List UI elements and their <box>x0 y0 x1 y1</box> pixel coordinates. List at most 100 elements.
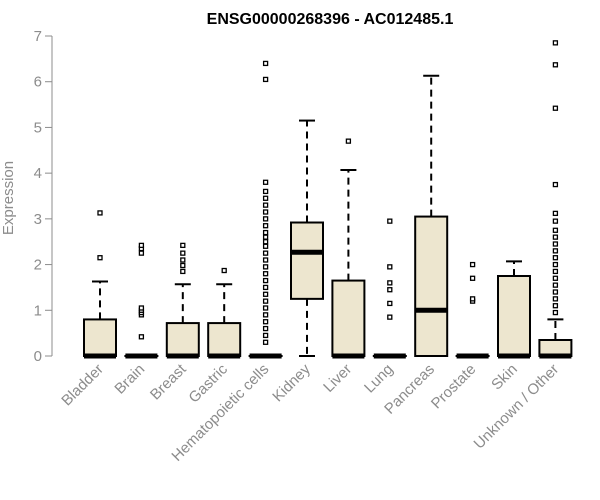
outlier-point <box>469 275 476 281</box>
outlier-point <box>387 287 393 293</box>
outlier-point <box>262 209 269 215</box>
outlier-point <box>262 202 269 208</box>
outlier-point <box>345 138 352 144</box>
outlier-point <box>262 216 269 222</box>
x-tick-label: Kidney <box>269 360 314 405</box>
box-group <box>290 119 324 357</box>
outlier-point <box>180 268 186 275</box>
outlier-point <box>552 234 559 240</box>
outlier-point <box>262 188 269 195</box>
outlier-point <box>262 339 269 345</box>
y-tick-label: 6 <box>34 74 42 91</box>
outlier-point <box>138 305 145 311</box>
outlier-point <box>180 250 186 256</box>
outlier-point <box>262 195 269 201</box>
outlier-point <box>552 218 559 224</box>
box-group <box>165 242 200 359</box>
x-tick-label: Lung <box>361 361 397 397</box>
outlier-point <box>262 179 269 185</box>
outlier-point <box>262 325 269 332</box>
outlier-point <box>552 275 559 281</box>
outlier-point <box>262 291 269 297</box>
outlier-point <box>262 60 269 67</box>
outlier-point <box>469 296 476 302</box>
y-tick-label: 5 <box>34 119 42 136</box>
box <box>414 215 449 357</box>
outlier-point <box>138 334 145 340</box>
x-tick-label: Bladder <box>58 361 107 410</box>
outlier-point <box>221 267 227 274</box>
outlier-point <box>552 268 559 275</box>
plot-area <box>83 40 573 359</box>
outlier-point <box>387 218 393 224</box>
outlier-point <box>97 255 103 261</box>
outlier-point <box>138 242 145 249</box>
box-group <box>248 60 283 359</box>
chart-title: ENSG00000268396 - AC012485.1 <box>207 11 454 28</box>
outlier-point <box>262 319 269 325</box>
outlier-point <box>262 264 269 270</box>
x-tick-label: Skin <box>488 361 521 394</box>
outlier-point <box>552 241 559 247</box>
outlier-point <box>262 332 269 339</box>
outlier-point <box>262 76 269 83</box>
outlier-point <box>262 250 269 256</box>
y-axis: 0 1 2 3 4 5 6 7 <box>34 28 53 365</box>
box <box>331 279 366 358</box>
box-group <box>497 260 531 359</box>
y-tick-label: 2 <box>34 257 42 274</box>
x-tick-label: Liver <box>320 361 355 396</box>
outlier-point <box>552 248 559 254</box>
box-group <box>455 261 490 359</box>
outlier-point <box>97 210 103 216</box>
outlier-point <box>469 261 476 268</box>
y-tick-label: 0 <box>34 348 42 365</box>
box-group <box>372 218 407 359</box>
outlier-point <box>552 40 559 46</box>
outlier-point <box>262 257 269 263</box>
outlier-point <box>262 284 269 291</box>
outlier-point <box>552 303 559 309</box>
box-group <box>331 138 366 359</box>
box <box>497 275 531 357</box>
outlier-point <box>138 250 145 256</box>
x-tick-label: Breast <box>147 360 190 403</box>
outlier-point <box>262 239 269 245</box>
box <box>165 322 200 358</box>
outlier-point <box>552 296 559 302</box>
outlier-point <box>552 255 559 261</box>
x-tick-label: Brain <box>111 361 148 398</box>
box-group <box>207 267 242 359</box>
outlier-point <box>262 312 269 318</box>
y-axis-title: Expression <box>0 161 17 235</box>
outlier-point <box>180 262 186 269</box>
outlier-point <box>552 62 559 68</box>
outlier-point <box>180 257 186 263</box>
y-tick-label: 3 <box>34 211 42 228</box>
outlier-point <box>552 289 559 295</box>
y-tick-label: 1 <box>34 302 42 319</box>
outlier-point <box>552 181 559 188</box>
outlier-point <box>262 305 269 311</box>
outlier-point <box>262 234 269 240</box>
outlier-point <box>552 105 559 111</box>
outlier-point <box>552 261 559 268</box>
y-tick-label: 4 <box>34 165 42 182</box>
y-tick-label: 7 <box>34 28 42 45</box>
outlier-point <box>552 210 559 217</box>
outlier-point <box>262 277 269 284</box>
outlier-point <box>262 223 269 229</box>
outlier-point <box>387 300 393 307</box>
outlier-point <box>262 229 269 236</box>
outlier-point <box>180 242 186 249</box>
box <box>207 322 242 358</box>
outlier-point <box>262 243 269 249</box>
outlier-point <box>552 282 559 288</box>
outlier-point <box>552 309 559 316</box>
box-group <box>538 40 573 359</box>
x-tick-label: Prostate <box>428 361 480 413</box>
outlier-point <box>387 314 393 320</box>
outlier-point <box>262 298 269 304</box>
outlier-point <box>262 271 269 277</box>
